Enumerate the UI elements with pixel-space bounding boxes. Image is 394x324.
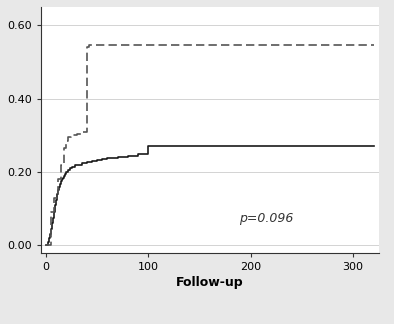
X-axis label: Follow-up: Follow-up: [176, 276, 243, 289]
Text: p=0.096: p=0.096: [239, 212, 293, 225]
